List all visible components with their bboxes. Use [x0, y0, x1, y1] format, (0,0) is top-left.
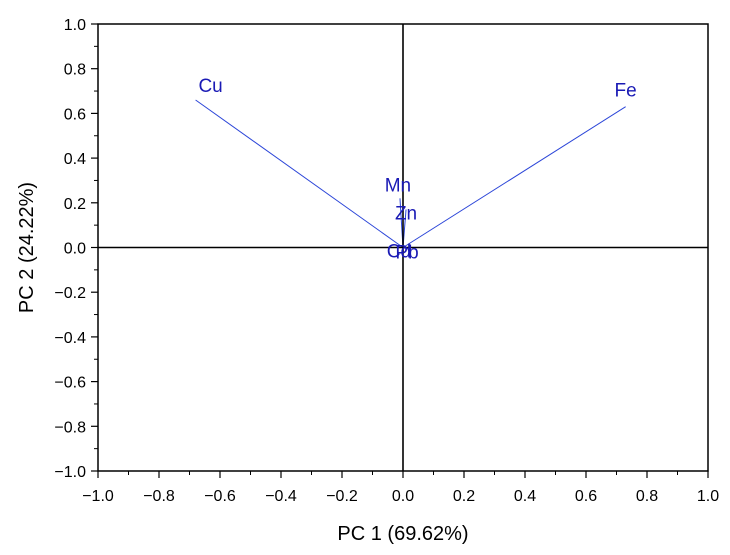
variable-label-pb: Pb: [395, 243, 418, 264]
y-tick-label: −0.2: [54, 285, 86, 302]
reference-lines: [98, 24, 708, 471]
x-tick-label: −1.0: [82, 488, 114, 505]
x-tick-label: −0.2: [326, 488, 358, 505]
x-tick-label: 0.0: [392, 488, 414, 505]
x-tick-label: −0.4: [265, 488, 297, 505]
plot-frame: [97, 23, 709, 472]
y-tick-label: 0.4: [64, 151, 86, 168]
x-tick-label: 0.6: [575, 488, 597, 505]
y-tick-label: 0.0: [64, 241, 86, 258]
y-tick-label: −0.8: [54, 419, 86, 436]
variable-label-mn: Mn: [385, 175, 411, 196]
x-tick-label: 1.0: [697, 488, 719, 505]
y-tick-label: −1.0: [54, 464, 86, 481]
x-tick-label: 0.4: [514, 488, 536, 505]
variable-label-cd: Cd: [387, 241, 411, 262]
x-tick-label: −0.6: [204, 488, 236, 505]
variable-label-cu: Cu: [198, 76, 222, 97]
loading-vectors: [195, 99, 626, 248]
x-tick-label: 0.8: [636, 488, 658, 505]
y-tick-label: 0.2: [64, 196, 86, 213]
x-tick-label: 0.2: [453, 488, 475, 505]
loading-vector-cu: [195, 99, 404, 248]
variable-label-fe: Fe: [615, 81, 637, 102]
y-tick-label: −0.6: [54, 375, 86, 392]
y-tick-label: 1.0: [64, 17, 86, 34]
loading-vector-fe: [402, 106, 626, 248]
axis-ticks: −1.0 −0.8 −0.6 −0.4 −0.2 0.0 0.2 0.4 0.6 0.8 1.0 1.…: [54, 17, 719, 505]
y-tick-label: −0.4: [54, 330, 86, 347]
variable-label-zn: Zn: [395, 204, 417, 225]
x-tick-label: −0.8: [143, 488, 175, 505]
y-tick-label: 0.6: [64, 106, 86, 123]
x-axis-title: PC 1 (69.62%): [337, 523, 468, 545]
y-tick-label: 0.8: [64, 62, 86, 79]
y-axis-title: PC 2 (24.22%): [16, 182, 38, 313]
